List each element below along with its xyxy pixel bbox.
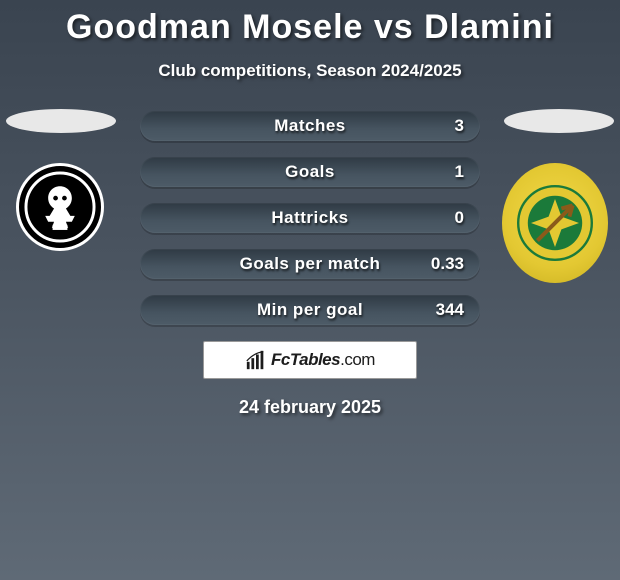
stat-row-matches: Matches 3 (140, 111, 480, 141)
brand-tld: .com (340, 350, 375, 369)
stat-label: Goals per match (240, 254, 381, 274)
stat-value: 344 (436, 300, 464, 320)
stat-row-hattricks: Hattricks 0 (140, 203, 480, 233)
player-photo-placeholder-left (6, 109, 116, 133)
stat-row-goals: Goals 1 (140, 157, 480, 187)
subtitle: Club competitions, Season 2024/2025 (0, 61, 620, 81)
stat-label: Matches (274, 116, 346, 136)
stat-value: 0 (455, 208, 464, 228)
comparison-panel: Matches 3 Goals 1 Hattricks 0 Goals per … (0, 109, 620, 418)
brand-name-text: FcTables (271, 350, 340, 369)
team-badge-right (502, 163, 608, 283)
stat-row-min-per-goal: Min per goal 344 (140, 295, 480, 325)
bar-chart-icon (245, 349, 267, 371)
page-title: Goodman Mosele vs Dlamini (0, 0, 620, 47)
stat-label: Hattricks (271, 208, 348, 228)
stat-value: 1 (455, 162, 464, 182)
snapshot-date: 24 february 2025 (0, 397, 620, 418)
stat-value: 0.33 (431, 254, 464, 274)
stat-row-goals-per-match: Goals per match 0.33 (140, 249, 480, 279)
team-badge-left (16, 163, 104, 251)
pirates-crest-icon (23, 170, 97, 244)
stat-label: Goals (285, 162, 335, 182)
brand-attribution[interactable]: FcTables.com (203, 341, 417, 379)
stat-rows: Matches 3 Goals 1 Hattricks 0 Goals per … (140, 109, 480, 325)
brand-name: FcTables.com (271, 350, 375, 370)
stat-value: 3 (455, 116, 464, 136)
player-photo-placeholder-right (504, 109, 614, 133)
golden-arrows-crest-icon (515, 183, 595, 263)
stat-label: Min per goal (257, 300, 363, 320)
